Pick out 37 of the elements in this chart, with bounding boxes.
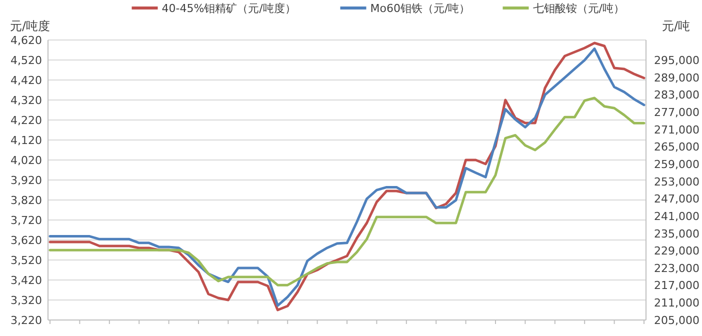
y2-tick-label: 247,000: [654, 192, 700, 206]
y2-tick-label: 289,000: [654, 71, 700, 84]
y-tick-label: 3,720: [10, 214, 42, 227]
y2-tick-label: 241,000: [654, 210, 700, 223]
y2-tick-label: 211,000: [654, 296, 700, 310]
y-tick-label: 3,620: [10, 234, 42, 247]
line-series: [48, 96, 646, 286]
legend-label: 40-45%钼精矿（元/吨度）: [162, 2, 296, 15]
y-tick-label: 3,420: [10, 274, 42, 287]
y2-tick-label: 265,000: [654, 140, 700, 154]
y2-tick-label: 217,000: [654, 279, 700, 292]
y2-tick-label: 259,000: [654, 158, 700, 171]
legend-label: 七钼酸铵（元/吨）: [532, 2, 624, 15]
y2-axis-title: 元/吨: [662, 19, 690, 33]
y-tick-label: 4,520: [10, 54, 42, 67]
y2-tick-label: 253,000: [654, 175, 700, 188]
y-tick-label: 4,020: [10, 154, 42, 167]
y2-tick-label: 271,000: [654, 123, 700, 136]
y2-tick-label: 295,000: [654, 54, 700, 68]
legend-label: Mo60钼铁（元/吨）: [370, 2, 470, 15]
y-tick-label: 4,120: [10, 134, 42, 147]
y-tick-label: 4,620: [10, 34, 42, 47]
y-tick-label: 3,820: [10, 194, 42, 207]
y-tick-label: 4,220: [10, 114, 42, 127]
y-tick-label: 4,420: [10, 74, 42, 87]
y2-tick-label: 277,000: [654, 106, 700, 120]
y-tick-label: 3,920: [10, 174, 42, 187]
y2-tick-label: 223,000: [654, 262, 700, 275]
y2-tick-label: 283,000: [654, 88, 700, 102]
y2-tick-label: 235,000: [654, 227, 700, 240]
y-tick-label: 3,320: [10, 294, 42, 307]
y2-tick-label: 229,000: [654, 244, 700, 258]
y-tick-label: 3,220: [10, 314, 42, 327]
y-tick-label: 4,320: [10, 94, 42, 107]
y2-tick-label: 205,000: [654, 314, 700, 327]
y-axis-title: 元/吨度: [10, 19, 50, 33]
y-tick-label: 3,520: [10, 254, 42, 267]
